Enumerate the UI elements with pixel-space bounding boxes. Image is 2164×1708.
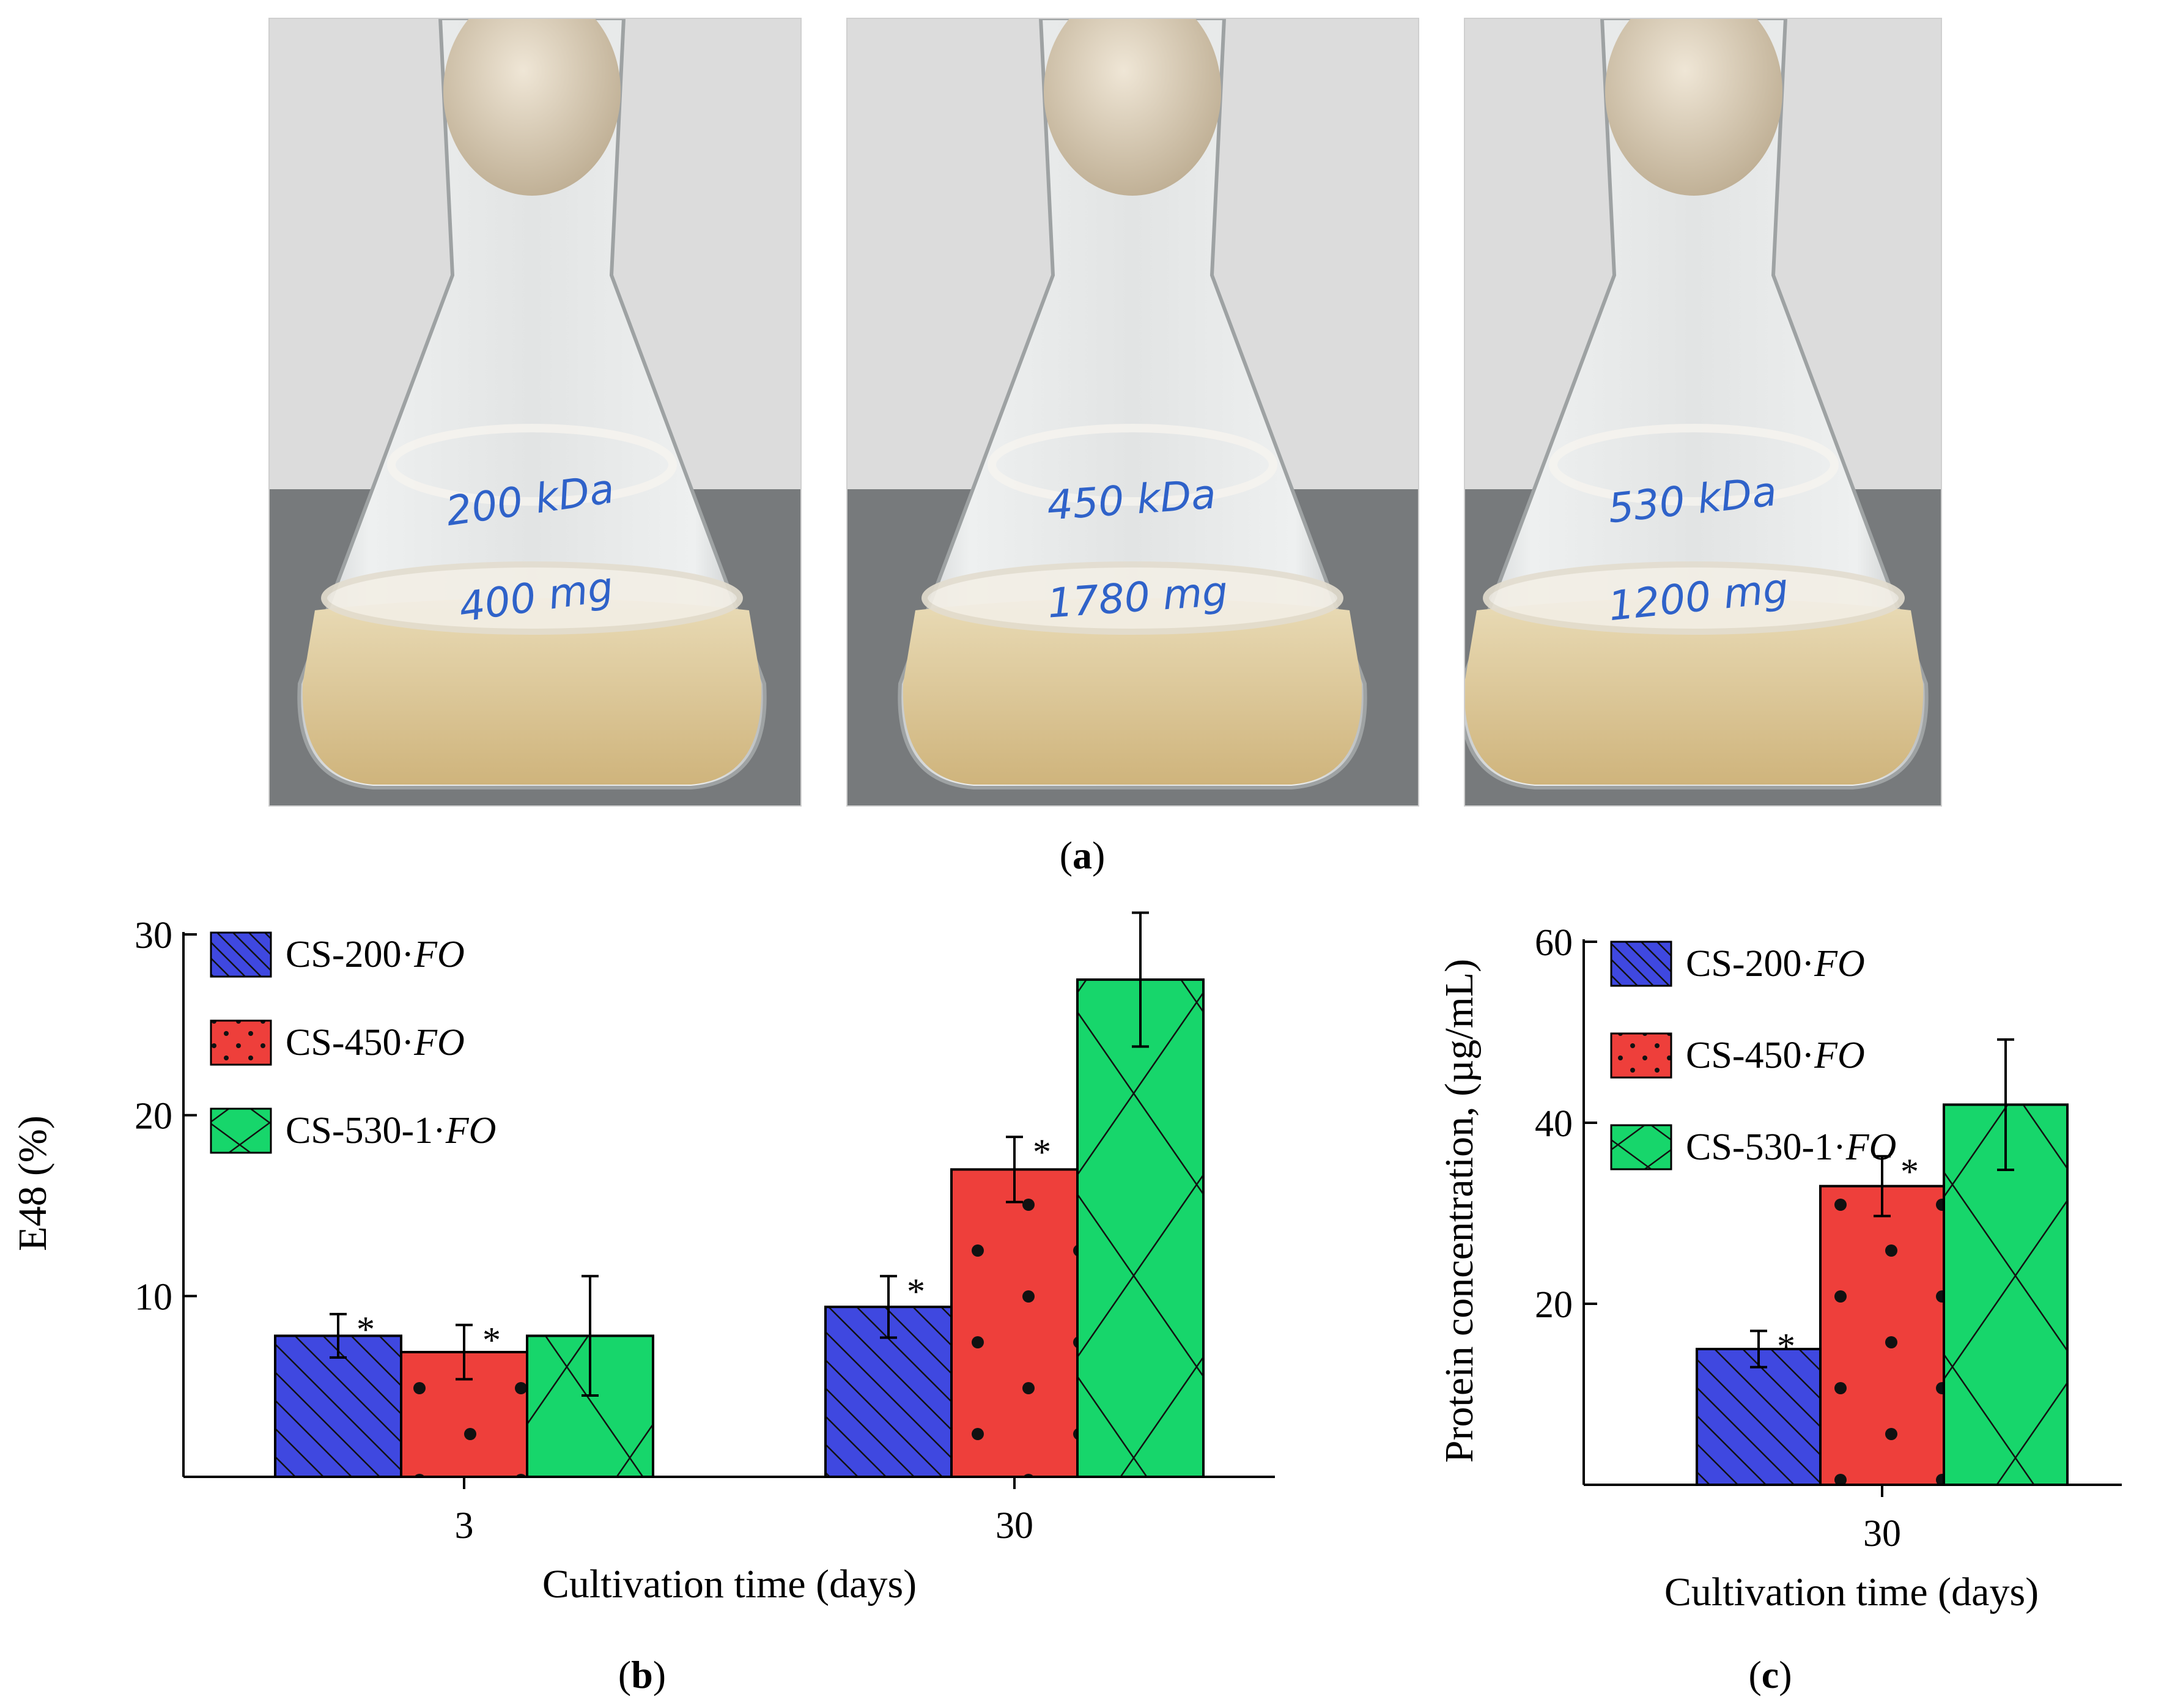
significance-star: * [1900,1152,1919,1192]
y-tick-label: 10 [135,1276,172,1318]
legend-label-suffix: FO [1845,1126,1897,1168]
flask-foam [921,561,1343,635]
legend-swatch [1610,1032,1672,1079]
legend-item: CS-530-1·FO [210,1107,496,1154]
flask-liquid [903,598,1362,785]
legend-swatch [210,931,272,978]
legend-label: CS-200·FO [286,934,465,975]
legend-label-prefix: CS-200· [1686,943,1814,985]
e48-axes: 10 20 30 3 30 [135,915,1275,1547]
e48-x-axis-label: Cultivation time (days) [542,1562,917,1606]
x-tick-label: 30 [995,1505,1033,1547]
legend-item: CS-450·FO [210,1019,465,1066]
protein-x-axis-label: Cultivation time (days) [1664,1570,2039,1614]
panel-c-label: (c) [1748,1653,1792,1696]
legend-label-prefix: CS-450· [286,1022,414,1063]
y-tick-label: 40 [1535,1103,1573,1145]
legend-label-suffix: FO [413,1022,465,1063]
legend-swatch [1610,1124,1672,1170]
x-tick-label: 3 [455,1505,474,1547]
significance-star: * [356,1309,375,1350]
bar-cs-450-fo [950,1168,1079,1479]
cotton-plug [1044,18,1221,196]
e48-y-axis-label: E48 (%) [10,1115,55,1251]
protein-y-axis-label: Protein concentration, (µg/mL) [1437,959,1482,1463]
protein-bars: ** [1696,1038,2069,1486]
legend-item: CS-200·FO [1610,941,1865,987]
significance-star: * [907,1271,925,1312]
legend-label-prefix: CS-530-1· [286,1110,446,1152]
flask-foam-ring [387,424,677,506]
flask-foam-ring [988,424,1277,506]
x-tick-label: 30 [1863,1513,1901,1555]
photo-frame [1464,18,1942,807]
legend-label-prefix: CS-530-1· [1686,1126,1846,1168]
flask-label-weight: 450 kDa [1046,471,1217,530]
y-tick-label: 20 [1535,1284,1573,1326]
protein-axes: 20 40 60 30 [1535,922,2122,1555]
legend-label-suffix: FO [1814,943,1865,985]
panel-b-label: (b) [618,1653,666,1696]
legend-label: CS-450·FO [286,1022,465,1063]
photo-frame [268,18,802,807]
flask-liquid [302,598,762,785]
legend-label-suffix: FO [1814,1035,1865,1076]
legend-swatch [210,1019,272,1066]
significance-star: * [1033,1132,1051,1172]
flask-liquid [1464,598,1924,785]
bar-cs-450-fo [1819,1185,1945,1486]
flask-foam-ring [1549,424,1839,506]
legend-label-suffix: FO [413,934,465,975]
legend-item: CS-450·FO [1610,1032,1865,1079]
significance-star: * [482,1320,501,1361]
legend-label: CS-450·FO [1686,1035,1865,1076]
significance-star: * [1777,1326,1795,1366]
legend-label: CS-530-1·FO [286,1110,496,1152]
y-tick-label: 30 [135,915,172,956]
legend-label: CS-530-1·FO [1686,1126,1896,1168]
legend-swatch [210,1107,272,1154]
flask-foam [321,561,743,635]
y-tick-label: 60 [1535,922,1573,964]
legend-swatch [1610,941,1672,987]
legend-label-prefix: CS-200· [286,934,414,975]
y-tick-label: 20 [135,1096,172,1137]
legend-item: CS-200·FO [210,931,465,978]
legend-label: CS-200·FO [1686,943,1865,985]
cotton-plug [1605,18,1782,196]
bar-cs-200-fo [1696,1348,1822,1486]
bar-cs-530-1-fo [1076,978,1205,1478]
e48-bars: * * * * [274,911,1205,1479]
flask-foam [1483,561,1905,635]
legend-label-prefix: CS-450· [1686,1035,1814,1076]
panel-a-label: (a) [1060,834,1106,877]
photo-frame [846,18,1419,807]
legend-item: CS-530-1·FO [1610,1124,1896,1170]
cotton-plug [443,18,621,196]
legend-label-suffix: FO [445,1110,497,1152]
